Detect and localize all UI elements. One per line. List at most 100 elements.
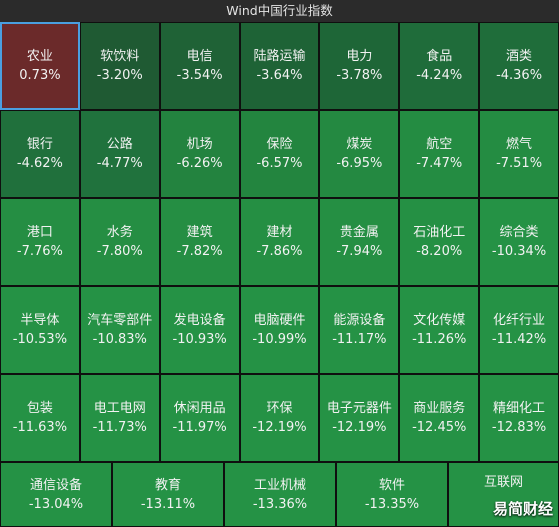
industry-tile[interactable]: 陆路运输 -3.64%: [239, 22, 320, 110]
industry-tile[interactable]: 电信 -3.54%: [159, 22, 240, 110]
industry-change-percent: -13.35%: [364, 496, 420, 512]
industry-tile[interactable]: 互联网: [448, 462, 559, 527]
industry-name: 能源设备: [333, 313, 386, 328]
industry-change-percent: -10.53%: [12, 332, 68, 347]
industry-name: 电力: [346, 49, 373, 64]
industry-tile[interactable]: 建材 -7.86%: [239, 198, 320, 286]
industry-name: 通信设备: [29, 477, 82, 493]
industry-change-percent: -12.83%: [491, 420, 547, 435]
industry-name: 银行: [26, 137, 53, 152]
industry-tile[interactable]: 精细化工 -12.83%: [479, 374, 559, 462]
industry-name: 环保: [266, 401, 293, 416]
industry-name: 保险: [266, 137, 293, 152]
industry-name: 工业机械: [253, 477, 306, 493]
industry-tile[interactable]: 休闲用品 -11.97%: [159, 374, 240, 462]
industry-name: 农业: [26, 49, 53, 64]
industry-tile[interactable]: 汽车零部件 -10.83%: [79, 286, 160, 374]
industry-tile[interactable]: 包装 -11.63%: [0, 374, 80, 462]
industry-name: 电工电网: [93, 401, 146, 416]
industry-tile[interactable]: 航空 -7.47%: [399, 110, 480, 198]
industry-name: 贵金属: [339, 225, 379, 240]
industry-tile[interactable]: 综合类 -10.34%: [479, 198, 559, 286]
industry-tile[interactable]: 贵金属 -7.94%: [319, 198, 400, 286]
industry-name: 软件: [378, 477, 405, 493]
industry-tile[interactable]: 石油化工 -8.20%: [399, 198, 480, 286]
industry-change-percent: -10.99%: [252, 332, 307, 347]
industry-change-percent: -3.78%: [336, 68, 383, 83]
industry-tile[interactable]: 软饮料 -3.20%: [79, 22, 160, 110]
industry-name: 燃气: [506, 137, 533, 152]
industry-name: 电信: [186, 49, 213, 64]
industry-tile[interactable]: 电力 -3.78%: [319, 22, 400, 110]
industry-change-percent: -4.24%: [416, 68, 463, 83]
industry-tile[interactable]: 教育 -13.11%: [112, 462, 224, 527]
industry-name: 综合类: [499, 225, 539, 240]
industry-name: 互联网: [483, 475, 523, 490]
industry-tile[interactable]: 文化传媒 -11.26%: [399, 286, 480, 374]
industry-change-percent: -7.76%: [16, 244, 63, 259]
industry-tile[interactable]: 煤炭 -6.95%: [319, 110, 400, 198]
industry-tile[interactable]: 化纤行业 -11.42%: [479, 286, 559, 374]
industry-tile[interactable]: 燃气 -7.51%: [479, 110, 559, 198]
industry-tile[interactable]: 电工电网 -11.73%: [79, 374, 160, 462]
industry-tile[interactable]: 水务 -7.80%: [79, 198, 160, 286]
industry-name: 食品: [426, 49, 453, 64]
treemap-title: Wind中国行业指数: [0, 0, 559, 23]
industry-name: 休闲用品: [173, 401, 226, 416]
industry-name: 水务: [106, 225, 133, 240]
industry-name: 公路: [106, 137, 133, 152]
industry-change-percent: -11.17%: [332, 332, 387, 347]
industry-tile[interactable]: 商业服务 -12.45%: [399, 374, 480, 462]
industry-tile[interactable]: 银行 -4.62%: [0, 110, 80, 198]
industry-change-percent: -3.54%: [176, 68, 223, 83]
industry-name: 建材: [266, 225, 293, 240]
industry-change-percent: -12.19%: [252, 420, 307, 435]
industry-tile[interactable]: 通信设备 -13.04%: [0, 462, 112, 527]
industry-tile[interactable]: 工业机械 -13.36%: [224, 462, 336, 527]
industry-change-percent: -6.57%: [256, 156, 303, 171]
industry-change-percent: -12.45%: [412, 420, 467, 435]
industry-tile[interactable]: 电脑硬件 -10.99%: [239, 286, 320, 374]
industry-change-percent: -12.19%: [332, 420, 387, 435]
industry-tile[interactable]: 软件 -13.35%: [336, 462, 448, 527]
industry-change-percent: -10.34%: [491, 244, 547, 259]
industry-change-percent: -13.04%: [28, 496, 84, 512]
watermark-logo-text: 易简财经: [492, 500, 553, 518]
industry-change-percent: -6.26%: [176, 156, 223, 171]
industry-tile[interactable]: 建筑 -7.82%: [159, 198, 240, 286]
industry-tile[interactable]: 保险 -6.57%: [239, 110, 320, 198]
industry-change-percent: -4.62%: [16, 156, 63, 171]
industry-name: 建筑: [186, 225, 213, 240]
industry-tile[interactable]: 能源设备 -11.17%: [319, 286, 400, 374]
industry-tile[interactable]: 食品 -4.24%: [399, 22, 480, 110]
industry-change-percent: -6.95%: [336, 156, 383, 171]
industry-change-percent: -3.20%: [96, 68, 143, 83]
industry-tile[interactable]: 发电设备 -10.93%: [159, 286, 240, 374]
industry-change-percent: 0.73%: [19, 68, 61, 83]
industry-heatmap-bottom-row: 通信设备 -13.04% 教育 -13.11% 工业机械 -13.36% 软件 -13.35%…: [0, 462, 559, 527]
industry-tile[interactable]: 电子元器件 -12.19%: [319, 374, 400, 462]
industry-tile[interactable]: 酒类 -4.36%: [479, 22, 559, 110]
industry-name: 发电设备: [173, 313, 226, 328]
industry-name: 航空: [426, 137, 453, 152]
industry-name: 机场: [186, 137, 213, 152]
industry-tile[interactable]: 半导体 -10.53%: [0, 286, 80, 374]
industry-change-percent: -7.82%: [176, 244, 223, 259]
industry-name: 石油化工: [413, 225, 466, 240]
industry-name: 文化传媒: [413, 313, 466, 328]
industry-name: 酒类: [506, 49, 533, 64]
industry-tile[interactable]: 环保 -12.19%: [239, 374, 320, 462]
industry-change-percent: -11.73%: [92, 420, 147, 435]
industry-tile[interactable]: 公路 -4.77%: [79, 110, 160, 198]
industry-change-percent: -11.42%: [491, 332, 547, 347]
industry-tile[interactable]: 机场 -6.26%: [159, 110, 240, 198]
industry-heatmap-grid: 农业 0.73% 软饮料 -3.20% 电信 -3.54% 陆路运输 -3.64% 电力 -3.7…: [0, 22, 559, 462]
industry-change-percent: -10.83%: [92, 332, 147, 347]
industry-tile[interactable]: 农业 0.73%: [0, 22, 80, 110]
industry-name: 商业服务: [413, 401, 466, 416]
industry-name: 陆路运输: [253, 49, 306, 64]
industry-tile[interactable]: 港口 -7.76%: [0, 198, 80, 286]
industry-name: 港口: [26, 225, 53, 240]
industry-name: 汽车零部件: [87, 313, 153, 328]
industry-name: 半导体: [20, 313, 60, 328]
